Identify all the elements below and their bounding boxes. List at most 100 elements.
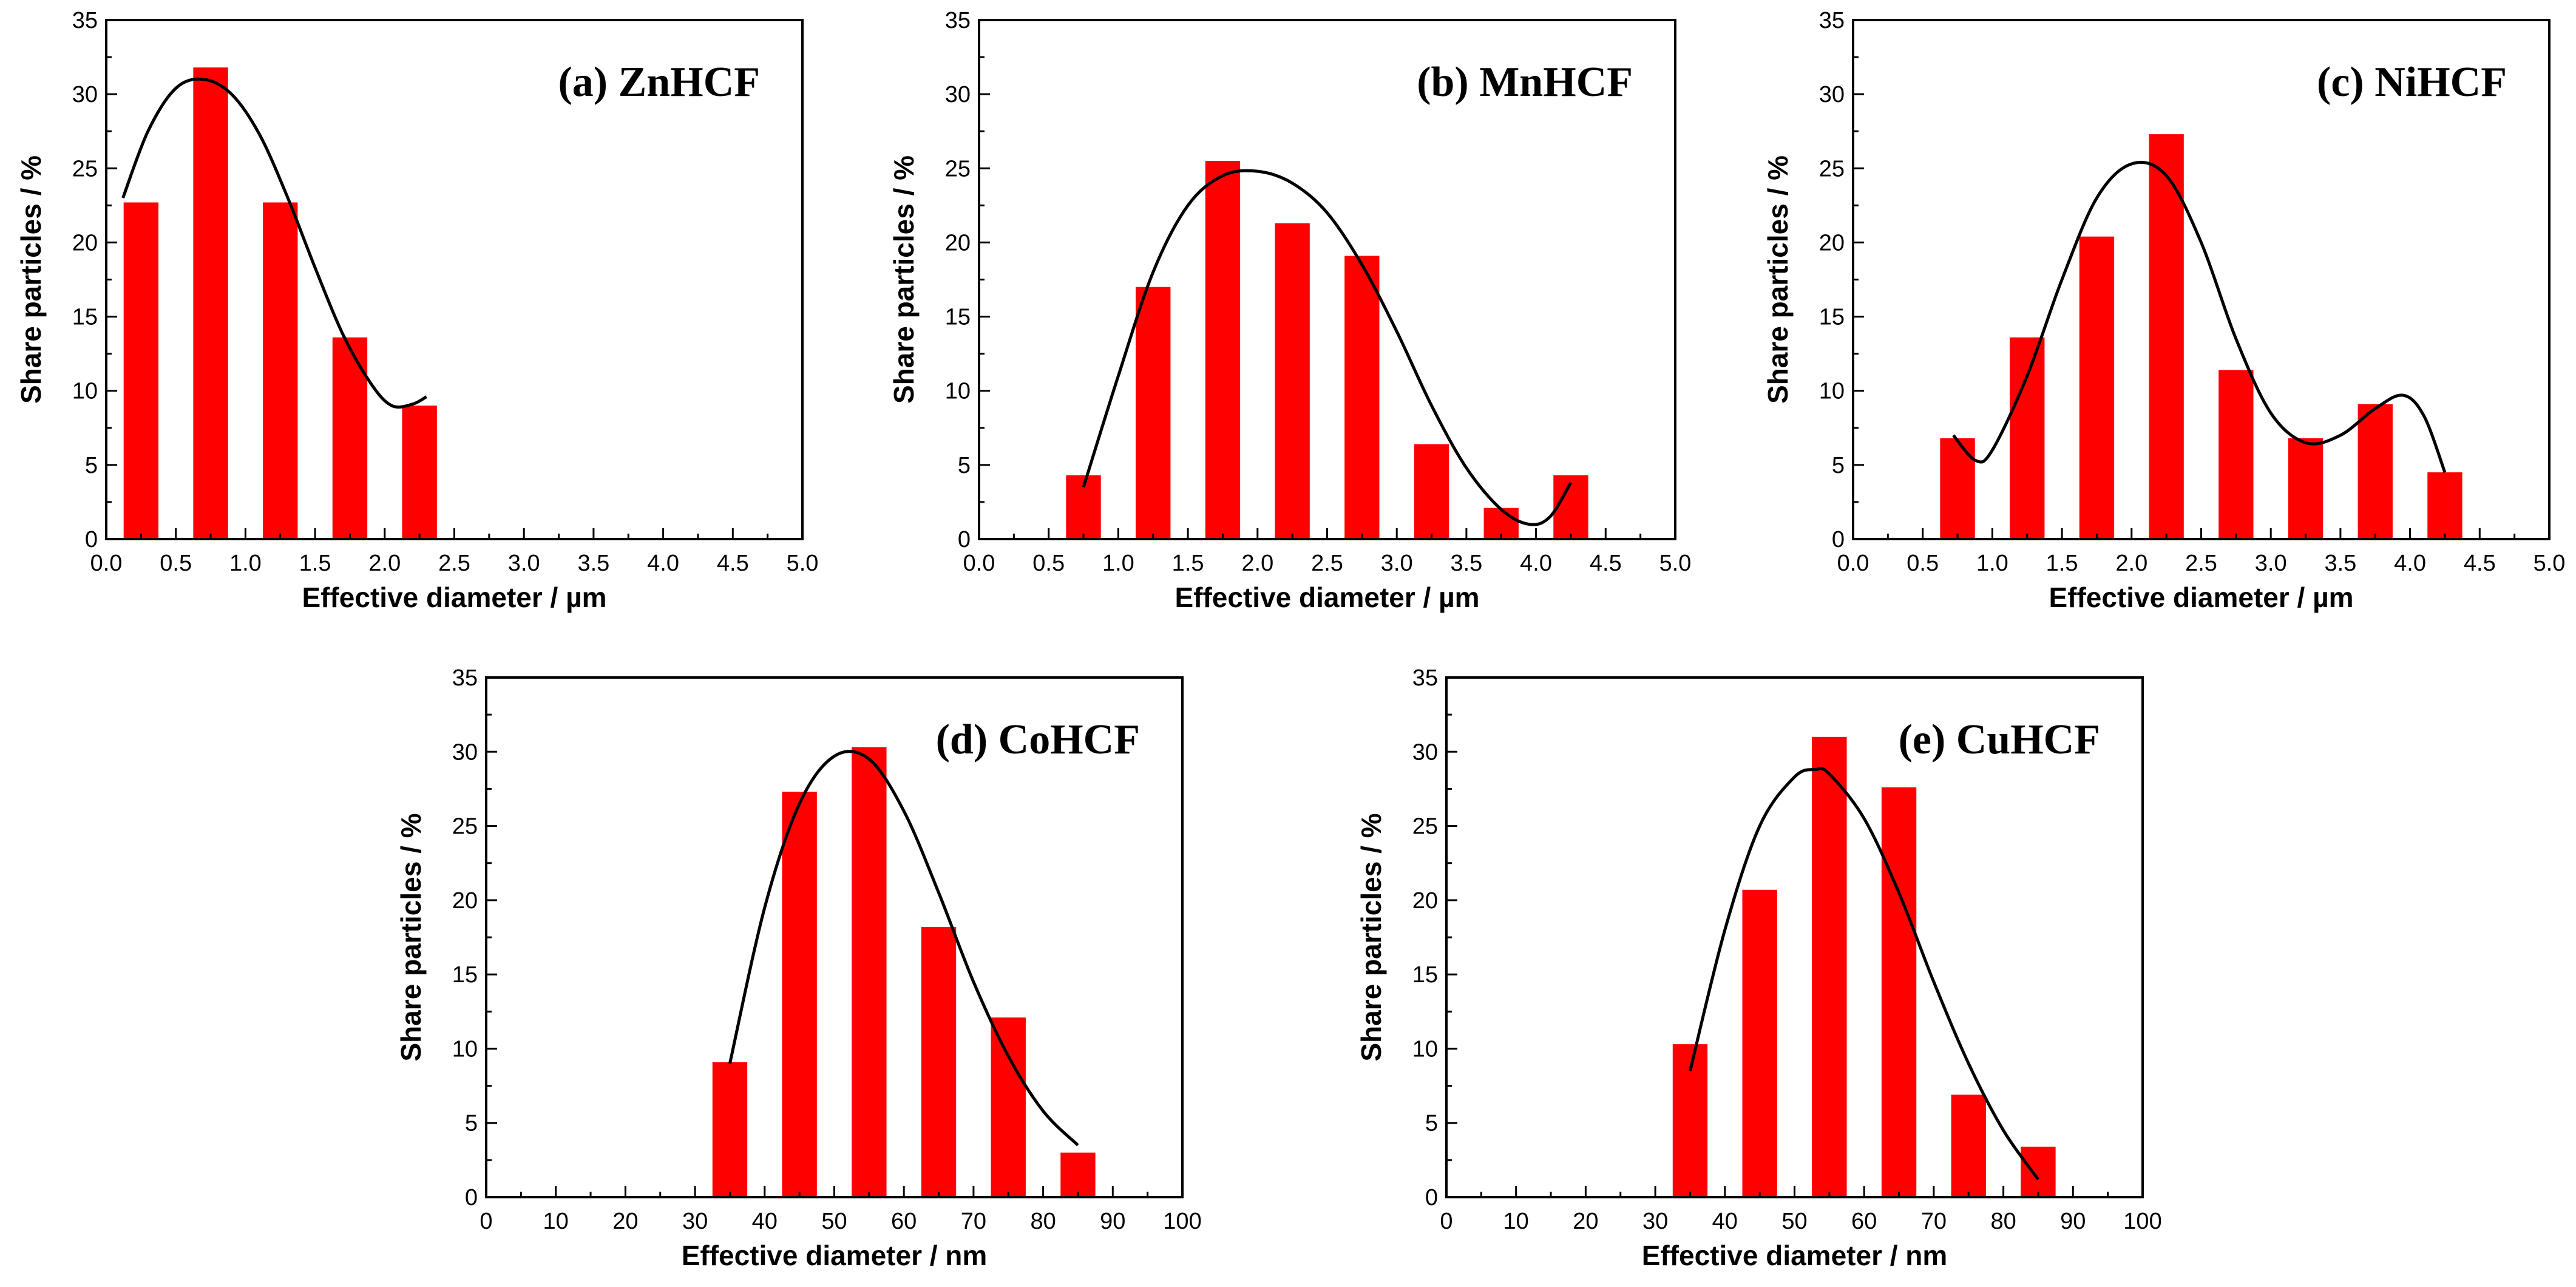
y-tick-label: 20	[72, 230, 98, 256]
bar	[1553, 475, 1588, 539]
bar	[1060, 1152, 1096, 1197]
y-tick-label: 25	[945, 156, 971, 182]
x-tick-label: 20	[612, 1209, 638, 1234]
y-tick-label: 35	[945, 8, 971, 33]
y-tick-label: 30	[72, 82, 98, 107]
chart-panel-1: 0.0 0.5 1.0 1.5 2.0 2.5 3.0 3.5 4.0 4.5 5.0 0 5 10 15 2…	[15, 8, 818, 613]
x-tick-label: 3.5	[2324, 551, 2356, 576]
y-axis-label: Share particles / %	[888, 155, 920, 404]
y-axis-label: Share particles / %	[1355, 813, 1387, 1061]
y-tick-label: 5	[1425, 1111, 1438, 1136]
y-tick-label: 10	[945, 379, 971, 404]
x-tick-label: 0	[480, 1209, 492, 1234]
x-tick-label: 2.0	[368, 551, 401, 576]
x-tick-label: 30	[1642, 1209, 1668, 1234]
y-tick-label: 15	[452, 962, 478, 988]
panel-title: (d) CoHCF	[936, 716, 1140, 763]
y-axis-label: Share particles / %	[1762, 155, 1794, 404]
x-tick-label: 2.5	[438, 551, 470, 576]
y-tick-label: 0	[1425, 1185, 1438, 1211]
y-tick-label: 5	[85, 453, 98, 478]
y-tick-label: 35	[452, 665, 478, 691]
x-tick-label: 4.0	[1520, 551, 1552, 576]
y-axis-label: Share particles / %	[395, 813, 427, 1061]
chart-panel-2: 0.0 0.5 1.0 1.5 2.0 2.5 3.0 3.5 4.0 4.5 5.0 0 5 10 15 2…	[888, 8, 1691, 613]
x-tick-label: 3.5	[577, 551, 609, 576]
y-tick-label: 10	[72, 379, 98, 404]
y-tick-label: 25	[1819, 156, 1845, 182]
x-tick-label: 4.0	[2394, 551, 2426, 576]
x-tick-label: 1.5	[2046, 551, 2078, 576]
x-axis-label: Effective diameter / nm	[1642, 1240, 1948, 1271]
x-tick-label: 3.0	[2255, 551, 2287, 576]
x-tick-label: 2.5	[1311, 551, 1343, 576]
x-tick-label: 90	[1100, 1209, 1125, 1234]
bar	[2357, 404, 2393, 539]
x-tick-label: 100	[1163, 1209, 1201, 1234]
bar	[1742, 889, 1777, 1197]
x-tick-label: 10	[1503, 1209, 1529, 1234]
fit-curve	[1082, 169, 1573, 526]
chart-panel-5: 0 10 20 30 40 50 60 70 80 90 100 0 5 10 15 20 25 30 35 Effe…	[1355, 665, 2162, 1271]
bar	[1275, 223, 1310, 540]
bar	[2218, 370, 2254, 539]
x-tick-label: 0.5	[1032, 551, 1065, 576]
bar	[852, 747, 887, 1197]
y-tick-label: 35	[1412, 665, 1438, 691]
y-tick-label: 30	[1412, 739, 1438, 765]
bar	[2288, 438, 2323, 539]
fit-curve	[1952, 160, 2447, 473]
y-tick-label: 30	[1819, 82, 1845, 107]
x-tick-label: 100	[2123, 1209, 2161, 1234]
bar	[1136, 287, 1171, 539]
bar	[2010, 337, 2045, 539]
x-tick-label: 0.0	[963, 551, 995, 576]
bar	[1205, 161, 1241, 540]
y-tick-label: 15	[1819, 305, 1845, 330]
y-tick-label: 0	[465, 1185, 478, 1211]
bar	[1881, 787, 1917, 1197]
bar	[712, 1062, 748, 1197]
y-tick-label: 10	[452, 1036, 478, 1062]
fit-curve	[1689, 767, 2039, 1181]
y-tick-label: 15	[72, 305, 98, 330]
x-tick-label: 50	[1781, 1209, 1807, 1234]
x-tick-label: 1.5	[299, 551, 331, 576]
x-axis-label: Effective diameter / µm	[1174, 582, 1479, 613]
y-tick-label: 20	[1412, 888, 1438, 914]
x-tick-label: 0.5	[1907, 551, 1939, 576]
x-tick-label: 80	[1990, 1209, 2016, 1234]
x-tick-label: 50	[821, 1209, 847, 1234]
y-tick-label: 10	[1412, 1036, 1438, 1062]
x-tick-label: 70	[1921, 1209, 1947, 1234]
x-tick-label: 10	[543, 1209, 569, 1234]
y-tick-label: 5	[1832, 453, 1845, 478]
bar	[1940, 438, 1975, 539]
x-axis-label: Effective diameter / nm	[682, 1240, 988, 1271]
y-tick-label: 35	[72, 8, 98, 33]
x-tick-label: 5.0	[1659, 551, 1692, 576]
x-tick-label: 40	[752, 1209, 778, 1234]
x-tick-label: 4.5	[2464, 551, 2496, 576]
bar	[1414, 444, 1449, 539]
panel-title: (c) NiHCF	[2317, 59, 2507, 106]
x-tick-label: 30	[682, 1209, 708, 1234]
x-tick-label: 60	[1851, 1209, 1877, 1234]
bar	[2021, 1146, 2056, 1197]
bar	[263, 202, 298, 539]
x-tick-label: 3.0	[1381, 551, 1413, 576]
x-axis-label: Effective diameter / µm	[2049, 582, 2353, 613]
bar	[991, 1017, 1026, 1197]
x-tick-label: 4.5	[717, 551, 749, 576]
y-tick-label: 35	[1819, 8, 1845, 33]
x-tick-label: 60	[891, 1209, 917, 1234]
fit-curve	[121, 77, 427, 409]
x-tick-label: 90	[2060, 1209, 2086, 1234]
y-tick-label: 10	[1819, 379, 1845, 404]
x-tick-label: 80	[1030, 1209, 1056, 1234]
bar	[2427, 472, 2462, 539]
bar	[123, 202, 159, 539]
y-tick-label: 5	[958, 453, 971, 478]
bar	[921, 926, 957, 1197]
x-tick-label: 5.0	[787, 551, 819, 576]
